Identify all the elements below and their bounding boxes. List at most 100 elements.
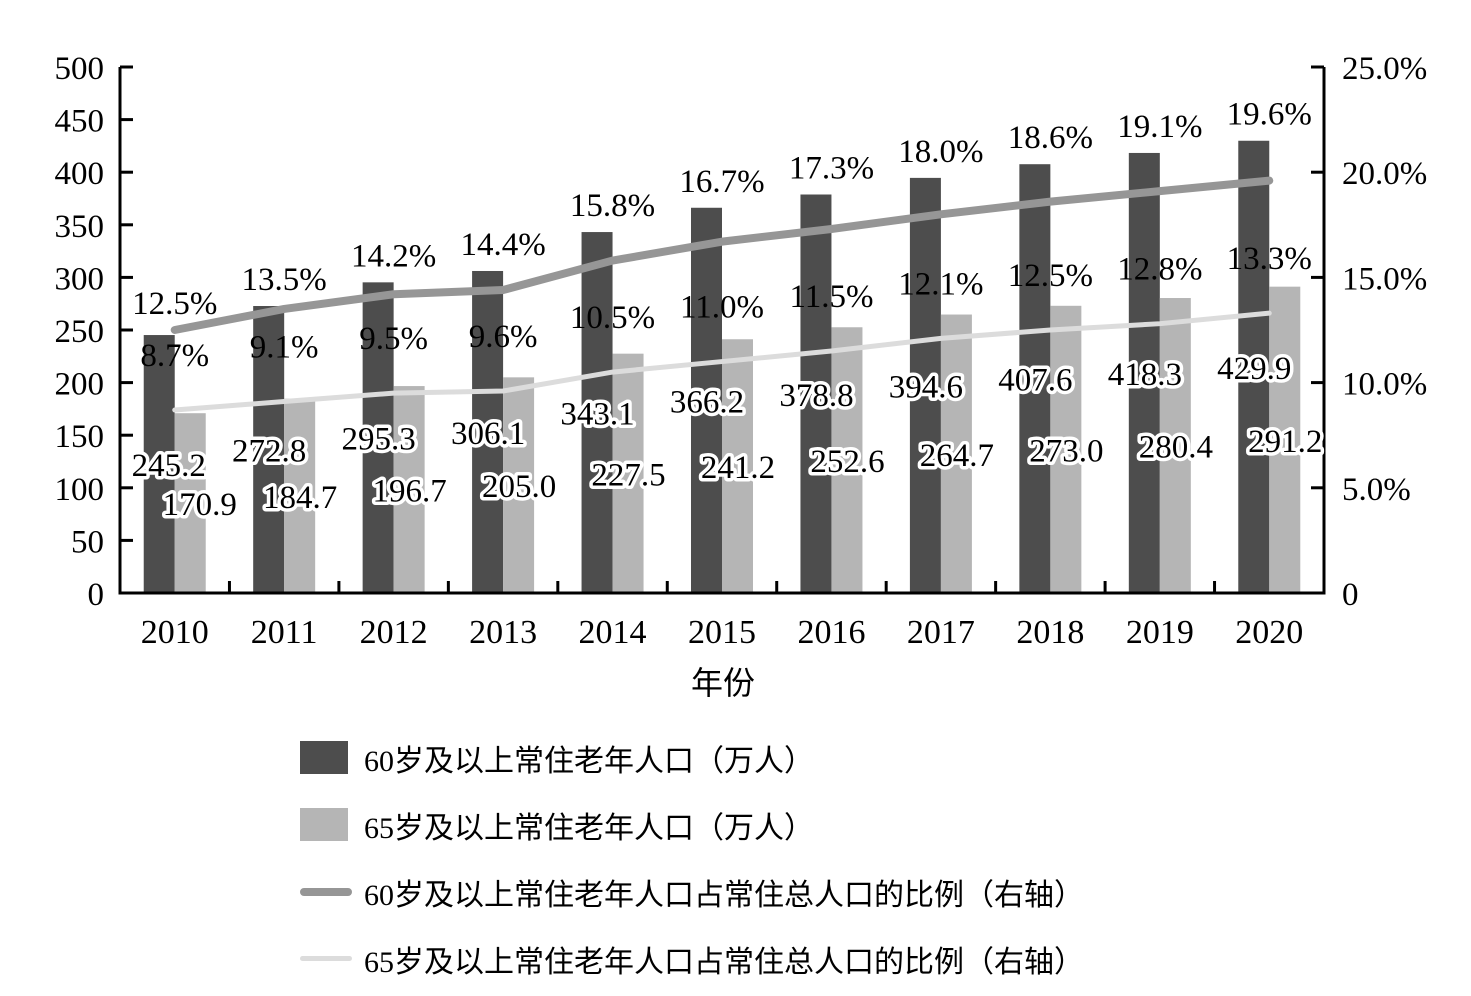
bar-value-label-65plus: 205.0	[482, 469, 556, 505]
left-axis-tick-label: 400	[55, 156, 105, 192]
plot-axes	[118, 65, 1326, 595]
year-tick-label: 2018	[1016, 614, 1084, 651]
ratio-label-65plus: 12.8%	[1117, 252, 1202, 288]
legend-swatch-bar-65plus-icon	[300, 808, 348, 841]
bar-value-label-65plus: 170.9	[163, 487, 237, 523]
bar-value-label-65plus: 291.2	[1248, 424, 1322, 460]
year-tick-label: 2019	[1126, 614, 1194, 651]
bar-65plus-2017	[940, 314, 972, 593]
bar-value-label-60plus: 418.3	[1108, 357, 1182, 393]
legend-label-bar-60plus: 60岁及以上常住老年人口（万人）	[364, 744, 814, 778]
year-tick-label: 2011	[251, 614, 318, 651]
bars-60plus	[143, 140, 1270, 594]
left-axis-tick-label: 50	[71, 524, 104, 560]
legend-swatch-bar-60plus-icon	[300, 741, 348, 774]
left-axis-tick-label: 100	[55, 472, 105, 508]
bar-value-label-65plus: 196.7	[373, 474, 447, 510]
bar-60plus-2012	[362, 282, 394, 593]
bar-value-label-60plus: 366.2	[670, 384, 744, 420]
year-tick-label: 2010	[141, 614, 209, 651]
x-axis-title: 年份	[690, 665, 755, 701]
right-axis-tick-label: 0	[1342, 577, 1359, 613]
bar-60plus-2019	[1128, 152, 1160, 593]
ratio-label-65plus: 9.6%	[469, 319, 538, 355]
ratio-line-65plus	[172, 310, 1272, 413]
legend-label-line-60plus-ratio: 60岁及以上常住老年人口占常住总人口的比例（右轴）	[364, 878, 1084, 912]
ratio-label-60plus: 14.2%	[351, 238, 436, 274]
left-axis-tick-label: 450	[55, 104, 105, 140]
left-axis-tick-label: 300	[55, 261, 105, 297]
ratio-label-65plus: 12.1%	[898, 266, 983, 302]
bar-value-label-65plus: 241.2	[701, 450, 775, 486]
bar-65plus-2013	[503, 377, 535, 593]
bar-60plus-2020	[1238, 140, 1270, 594]
legend-item-line-65plus-ratio: 65岁及以上常住老年人口占常住总人口的比例（右轴）	[300, 942, 1084, 979]
legend-item-bar-65plus: 65岁及以上常住老年人口（万人）	[300, 808, 1084, 845]
year-tick-label: 2014	[579, 614, 647, 651]
bar-value-label-60plus: 306.1	[451, 416, 525, 452]
legend-item-bar-60plus: 60岁及以上常住老年人口（万人）	[300, 741, 1084, 778]
bar-65plus-2019	[1159, 298, 1191, 593]
ratio-label-65plus: 9.1%	[250, 330, 319, 366]
bar-65plus-2020	[1269, 286, 1301, 593]
right-axis-tick-labels: 25.0% 20.0% 15.0% 10.0% 5.0% 0	[1342, 51, 1427, 613]
left-axis-tick-label: 500	[55, 51, 105, 87]
legend-label-line-65plus-ratio: 65岁及以上常住老年人口占常住总人口的比例（右轴）	[364, 945, 1084, 979]
left-axis-tick-label: 150	[55, 419, 105, 455]
left-axis-tick-label: 350	[55, 209, 105, 245]
bars-65plus	[174, 286, 1301, 593]
bar-value-label-65plus: 252.6	[810, 444, 884, 480]
bar-65plus-2010	[174, 413, 206, 593]
left-axis-tick-label: 250	[55, 314, 105, 350]
ratio-line-60plus	[170, 176, 1274, 334]
bar-value-label-60plus: 343.1	[560, 397, 634, 433]
ratio-label-60plus: 15.8%	[570, 188, 655, 224]
bar-value-label-60plus: 407.6	[998, 363, 1072, 399]
year-tick-label: 2013	[469, 614, 537, 651]
year-tick-label: 2016	[797, 614, 865, 651]
legend: 60岁及以上常住老年人口（万人） 65岁及以上常住老年人口（万人） 60岁及以上…	[300, 741, 1084, 979]
bar-65plus-2012	[393, 386, 425, 593]
bar-65plus-2015	[722, 339, 753, 593]
bar-65plus-2018	[1050, 305, 1082, 593]
ratio-label-65plus: 8.7%	[140, 338, 209, 374]
bar-value-label-60plus: 394.6	[889, 369, 963, 405]
year-tick-label: 2012	[360, 614, 428, 651]
bar-value-label-60plus: 295.3	[342, 422, 416, 458]
bar-60plus-2013	[472, 270, 504, 593]
legend-label-bar-65plus: 65岁及以上常住老年人口（万人）	[364, 811, 814, 845]
bar-value-label-60plus: 429.9	[1217, 351, 1291, 387]
ratio-label-60plus: 16.7%	[679, 164, 764, 200]
ratio-label-60plus: 19.1%	[1117, 109, 1202, 145]
ratio-label-60plus: 18.0%	[898, 134, 983, 170]
ratio-label-65plus: 12.5%	[1008, 258, 1093, 294]
bar-60plus-2011	[253, 306, 285, 593]
legend-swatch-line-60plus-icon	[300, 887, 352, 896]
bar-65plus-2014	[612, 353, 644, 593]
bar-60plus-2014	[581, 232, 613, 593]
ratio-label-60plus: 12.5%	[132, 286, 217, 322]
bar-value-label-65plus: 273.0	[1029, 433, 1103, 469]
ratio-point-labels: 12.5% 8.7% 13.5% 9.1% 14.2% 9.5% 14.4% 9.6% 15.8…	[132, 97, 1312, 374]
bar-60plus-2016	[800, 194, 832, 594]
ratio-label-60plus: 13.5%	[242, 262, 327, 298]
bar-65plus-2011	[284, 398, 316, 593]
ratio-label-60plus: 14.4%	[460, 227, 545, 263]
right-axis-tick-label: 15.0%	[1342, 261, 1427, 297]
right-axis-tick-label: 10.0%	[1342, 367, 1427, 403]
bar-value-label-65plus: 184.7	[263, 480, 337, 516]
legend-swatch-line-65plus-icon	[300, 956, 352, 961]
year-tick-labels: 2010 2011 2012 2013 2014 2015 2016 2017 2018 2019…	[141, 614, 1304, 651]
right-axis-tick-label: 20.0%	[1342, 156, 1427, 192]
year-tick-label: 2015	[688, 614, 756, 651]
bar-value-label-60plus: 272.8	[232, 434, 306, 470]
ratio-label-65plus: 10.5%	[570, 300, 655, 336]
bar-value-label-60plus: 245.2	[132, 448, 206, 484]
left-axis-tick-label: 200	[55, 367, 105, 403]
left-axis-tick-label: 0	[88, 577, 105, 613]
ratio-label-60plus: 19.6%	[1227, 97, 1312, 133]
